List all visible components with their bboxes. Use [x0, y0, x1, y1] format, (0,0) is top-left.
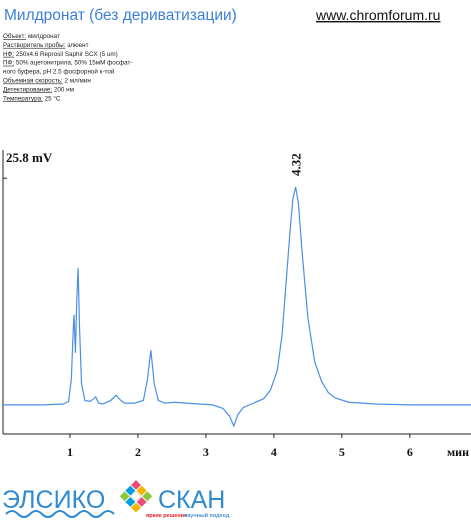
x-tick-label: 3	[203, 445, 209, 459]
wave	[5, 510, 115, 518]
param-value: 2 мл/мин	[65, 78, 92, 85]
peak-label: 4.32	[289, 153, 304, 176]
param-line: Объемная скорость: 2 мл/мин	[3, 77, 91, 85]
param-label: Объемная скорость:	[3, 77, 63, 85]
x-axis-label: мин	[447, 445, 469, 459]
param-label: Объект:	[3, 32, 26, 40]
param-label: ПФ:	[3, 60, 14, 67]
param-value: ного буфера, pH 2.5 фосфорной к-той	[3, 68, 115, 76]
brand: СКАН	[158, 486, 225, 514]
param-line: Растворитель пробы: элюент	[3, 41, 89, 49]
title: Милдронат (без дериватизации)	[4, 7, 237, 24]
param-label: Детектирование:	[3, 86, 52, 93]
param-line: Объект: милдронат	[3, 32, 60, 40]
x-tick-label: 1	[67, 445, 73, 459]
param-value: 50% ацетонитрила, 50% 15мМ фосфат-	[16, 60, 133, 67]
x-tick-label: 4	[271, 445, 277, 459]
param-label: Растворитель пробы:	[3, 41, 66, 49]
chart: 25.8 mV 1 2 3 4 5 6 мин 4.32	[2, 150, 471, 459]
param-line: ного буфера, pH 2.5 фосфорной к-той	[3, 68, 115, 76]
logo-icon	[119, 480, 153, 513]
slogan: научный подход	[184, 512, 230, 519]
param-value: милдронат	[28, 33, 60, 40]
x-tick-label: 6	[407, 445, 413, 459]
param-line: НФ: 250x4.6 Reprosil Saphir SCX (5 um)	[3, 51, 118, 58]
y-tick-label: 25.8 mV	[6, 150, 53, 165]
param-label: НФ:	[3, 51, 14, 58]
x-tick-label: 2	[135, 445, 141, 459]
brand: ЭЛСИКО	[2, 486, 105, 514]
param-line: Детектирование: 200 нм	[3, 86, 74, 93]
param-label: Температура:	[3, 95, 43, 102]
param-value: 250x4.6 Reprosil Saphir SCX (5 um)	[16, 51, 118, 58]
x-tick-label: 5	[339, 445, 345, 459]
slogan: яркие решения	[146, 513, 187, 519]
site-link[interactable]: www.chromforum.ru	[315, 7, 440, 23]
trace	[2, 186, 471, 428]
param-line: ПФ: 50% ацетонитрила, 50% 15мМ фосфат-	[3, 60, 132, 67]
param-value: 200 нм	[54, 86, 74, 93]
param-line: Температура: 25 °C	[3, 94, 61, 102]
param-value: 25 °C	[45, 94, 61, 102]
logo: ЭЛСИКО СКАН яркие решения научный подход	[2, 480, 230, 519]
param-value: элюент	[67, 42, 88, 49]
